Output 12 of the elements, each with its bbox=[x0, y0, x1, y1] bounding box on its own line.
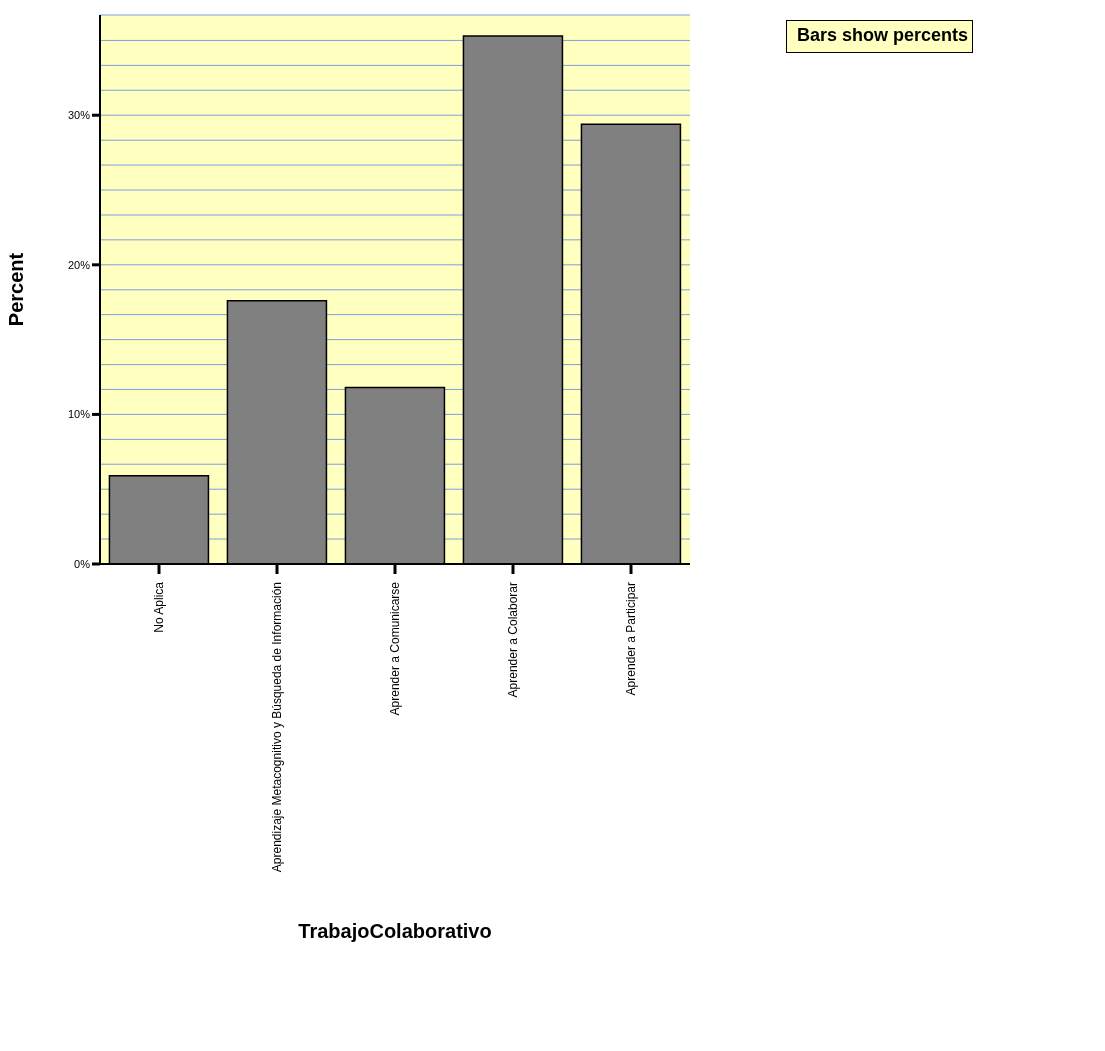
x-tick-label: No Aplica bbox=[152, 581, 166, 633]
x-axis-title: TrabajoColaborativo bbox=[298, 920, 492, 942]
x-tick-label: Aprender a Comunicarse bbox=[388, 581, 402, 716]
x-tick-label: Aprendizaje Metacognitivo y Búsqueda de Información bbox=[270, 582, 284, 873]
x-tick-label: Aprender a Colaborar bbox=[506, 582, 520, 698]
text: Bars show percents bbox=[786, 20, 974, 53]
x-tick-label: Aprender a Participar bbox=[624, 582, 638, 696]
y-tick-label: 10% bbox=[67, 408, 91, 421]
y-tick-label: 30% bbox=[67, 109, 91, 122]
y-tick-label: 0% bbox=[74, 558, 91, 570]
y-axis-title: Percent bbox=[5, 252, 28, 327]
y-tick-label: 20% bbox=[67, 258, 91, 271]
